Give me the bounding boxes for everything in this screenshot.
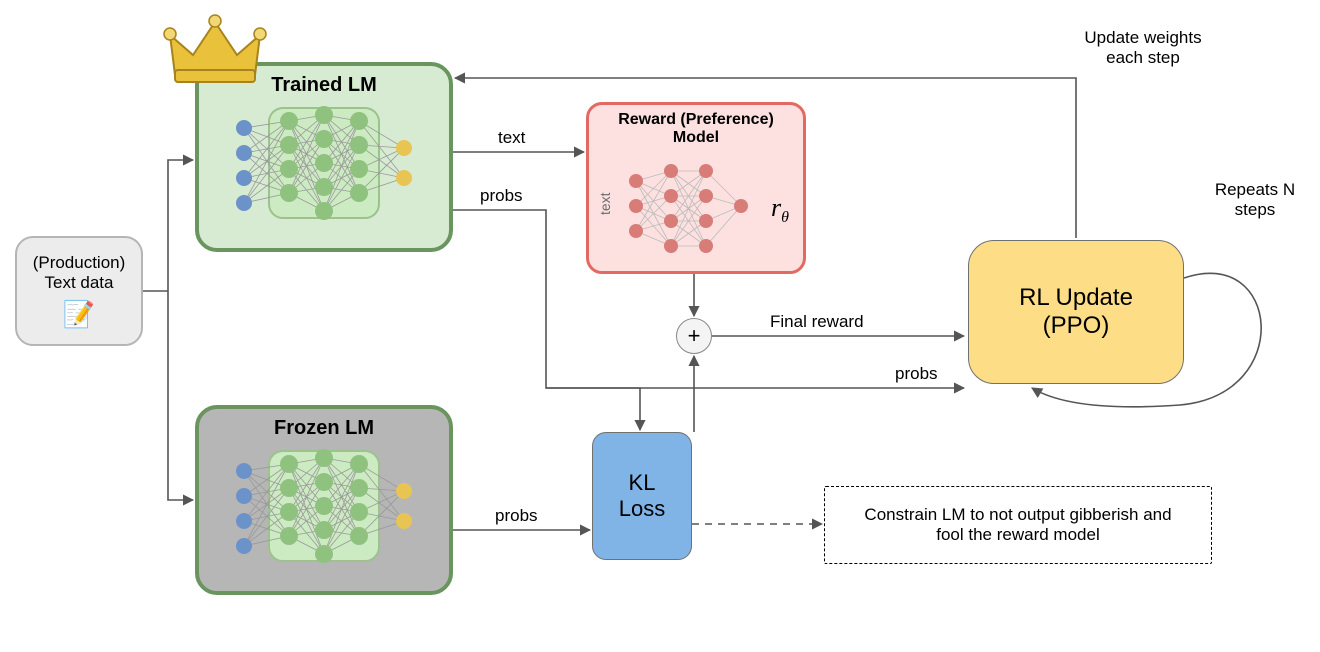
crown-icon: [160, 10, 270, 90]
kl-label2: Loss: [619, 496, 665, 522]
edge-trained-probs-to-kl: [546, 388, 640, 430]
label-probs-bottom: probs: [495, 506, 538, 526]
label-repeats: Repeats N steps: [1200, 180, 1310, 220]
label-text: text: [498, 128, 525, 148]
label-probs-top: probs: [480, 186, 523, 206]
box-trained-lm: Trained LM: [195, 62, 453, 252]
box-reward-model: Reward (Preference) Model rθ: [586, 102, 806, 274]
reward-title2: Model: [673, 129, 719, 147]
plus-node: +: [676, 318, 712, 354]
notepad-icon: 📝: [63, 299, 95, 330]
label-final-reward: Final reward: [770, 312, 864, 332]
reward-title1: Reward (Preference): [618, 111, 774, 129]
label-probs-right: probs: [895, 364, 938, 384]
box-kl-loss: KL Loss: [592, 432, 692, 560]
reward-nn-icon: [596, 151, 796, 261]
edge-textdata-to-trained: [168, 160, 193, 291]
box-text-data: (Production) Text data 📝: [15, 236, 143, 346]
text-data-label2: Text data: [45, 273, 114, 293]
plus-symbol: +: [688, 325, 701, 347]
frozen-lm-nn-icon: [224, 446, 424, 566]
reward-input-text-label: text: [597, 192, 613, 215]
note-line2: fool the reward model: [936, 525, 1099, 545]
box-frozen-lm: Frozen LM: [195, 405, 453, 595]
edge-textdata-to-frozen: [168, 291, 193, 500]
trained-lm-nn-icon: [224, 103, 424, 223]
box-constraint-note: Constrain LM to not output gibberish and…: [824, 486, 1212, 564]
note-line1: Constrain LM to not output gibberish and: [864, 505, 1171, 525]
box-rl-update: RL Update (PPO): [968, 240, 1184, 384]
label-update-weights: Update weights each step: [1058, 28, 1228, 68]
text-data-label1: (Production): [33, 253, 126, 273]
rl-label2: (PPO): [1043, 312, 1110, 340]
trained-lm-title: Trained LM: [271, 74, 377, 97]
rl-label1: RL Update: [1019, 284, 1133, 312]
frozen-lm-title: Frozen LM: [274, 417, 374, 440]
r-theta-label: rθ: [771, 193, 789, 227]
kl-label1: KL: [629, 470, 656, 496]
